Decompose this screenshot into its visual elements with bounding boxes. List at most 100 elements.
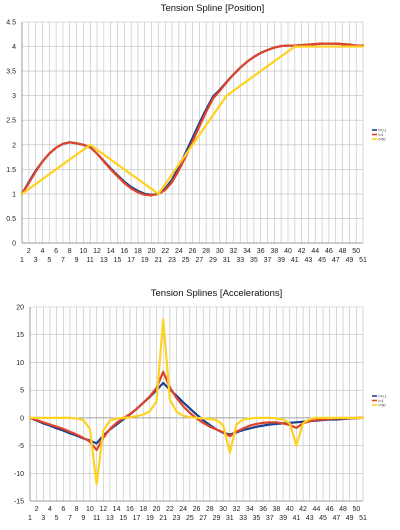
x-tick-label: 41	[293, 515, 301, 522]
x-tick-label: 44	[311, 248, 319, 255]
x-tick-label: 3	[41, 515, 45, 522]
x-tick-label: 32	[233, 506, 241, 513]
x-tick-label: 5	[55, 515, 59, 522]
x-tick-label: 41	[291, 257, 299, 264]
x-tick-label: 18	[139, 506, 147, 513]
x-tick-label: 17	[127, 257, 135, 264]
y-tick-label: 3.5	[6, 69, 16, 76]
x-tick-label: 20	[148, 248, 156, 255]
x-tick-label: 7	[68, 515, 72, 522]
x-tick-label: 50	[352, 248, 360, 255]
x-tick-label: 28	[206, 506, 214, 513]
x-tick-label: 36	[259, 506, 267, 513]
x-tick-label: 50	[352, 506, 360, 513]
x-tick-label: 35	[253, 515, 261, 522]
x-tick-label: 11	[87, 257, 94, 264]
legend-entry: t=50	[379, 137, 386, 141]
x-tick-label: 30	[216, 248, 224, 255]
x-tick-label: 47	[332, 515, 340, 522]
x-tick-label: 16	[126, 506, 134, 513]
x-tick-label: 17	[133, 515, 141, 522]
x-tick-label: 33	[236, 257, 244, 264]
x-tick-label: 31	[223, 257, 231, 264]
y-tick-label: 0.5	[6, 216, 16, 223]
x-tick-label: 51	[359, 257, 367, 264]
x-tick-label: 28	[202, 248, 210, 255]
x-tick-label: 10	[86, 506, 94, 513]
x-tick-label: 34	[246, 506, 254, 513]
x-tick-label: 21	[159, 515, 167, 522]
x-tick-label: 24	[175, 248, 183, 255]
x-tick-label: 21	[155, 257, 163, 264]
x-tick-label: 8	[68, 248, 72, 255]
x-tick-label: 23	[173, 515, 181, 522]
acceleration-chart: Tension Splines [Accelerations] -15 -10 -5 0…	[14, 288, 387, 522]
y-tick-label: 3	[12, 93, 16, 100]
x-tick-label: 14	[107, 248, 115, 255]
x-tick-label: 1	[28, 515, 32, 522]
y-tick-label: 5	[20, 388, 24, 395]
x-tick-label: 33	[239, 515, 247, 522]
x-tick-label: 30	[219, 506, 227, 513]
x-tick-label: 8	[75, 506, 79, 513]
x-tick-label: 4	[41, 248, 45, 255]
x-tick-label: 27	[195, 257, 203, 264]
x-tick-label: 34	[243, 248, 251, 255]
x-tick-label: 22	[166, 506, 174, 513]
x-tick-label: 9	[75, 257, 79, 264]
x-tick-label: 38	[270, 248, 278, 255]
x-tick-label: 24	[179, 506, 187, 513]
x-tick-label: 48	[339, 248, 347, 255]
x-tick-label: 7	[61, 257, 65, 264]
x-tick-label: 51	[359, 515, 367, 522]
position-chart: Tension Spline [Position] 0 0.5 1 1.5 2 2.5 3 3.…	[6, 3, 386, 264]
y-tick-label: 0	[12, 241, 16, 248]
x-tick-label: 39	[279, 515, 287, 522]
x-tick-label: 42	[298, 248, 306, 255]
y-tick-label: 2	[12, 142, 16, 149]
x-tick-label: 19	[141, 257, 149, 264]
x-tick-label: 32	[230, 248, 238, 255]
y-tick-label: 2.5	[6, 118, 16, 125]
series-line-t-1	[20, 42, 365, 197]
x-tick-label: 11	[93, 515, 100, 522]
legend-entry: t=1	[379, 133, 384, 137]
x-tick-label: 14	[113, 506, 121, 513]
y-tick-label: 4.5	[6, 20, 16, 27]
x-tick-label: 10	[79, 248, 87, 255]
x-tick-label: 43	[305, 257, 313, 264]
x-tick-label: 26	[193, 506, 201, 513]
y-tick-label: -5	[18, 443, 24, 450]
x-tick-label: 15	[119, 515, 127, 522]
y-tick-label: 4	[12, 44, 16, 51]
y-tick-label: 1.5	[6, 167, 16, 174]
x-tick-label: 25	[186, 515, 194, 522]
legend-entry: t=0.1	[379, 394, 387, 398]
x-tick-label: 6	[54, 248, 58, 255]
x-tick-label: 49	[346, 515, 354, 522]
x-tick-label: 35	[250, 257, 258, 264]
x-tick-label: 2	[35, 506, 39, 513]
legend-entry: t=0.1	[379, 128, 387, 132]
x-tick-label: 38	[273, 506, 281, 513]
x-tick-label: 47	[332, 257, 340, 264]
x-tick-label: 46	[325, 248, 333, 255]
y-tick-label: 10	[16, 360, 24, 367]
y-tick-label: 20	[16, 305, 24, 312]
x-tick-label: 37	[264, 257, 272, 264]
x-tick-label: 40	[284, 248, 292, 255]
x-tick-label: 2	[27, 248, 31, 255]
x-tick-label: 48	[339, 506, 347, 513]
x-tick-label: 5	[47, 257, 51, 264]
x-tick-label: 40	[286, 506, 294, 513]
x-tick-label: 42	[299, 506, 307, 513]
legend-entry: t=50	[379, 403, 386, 407]
y-tick-label: 1	[12, 191, 16, 198]
series-line-t-50	[28, 318, 365, 486]
x-tick-label: 20	[153, 506, 161, 513]
x-tick-label: 18	[134, 248, 142, 255]
x-tick-label: 44	[312, 506, 320, 513]
x-tick-label: 27	[199, 515, 207, 522]
y-tick-label: 15	[16, 332, 24, 339]
